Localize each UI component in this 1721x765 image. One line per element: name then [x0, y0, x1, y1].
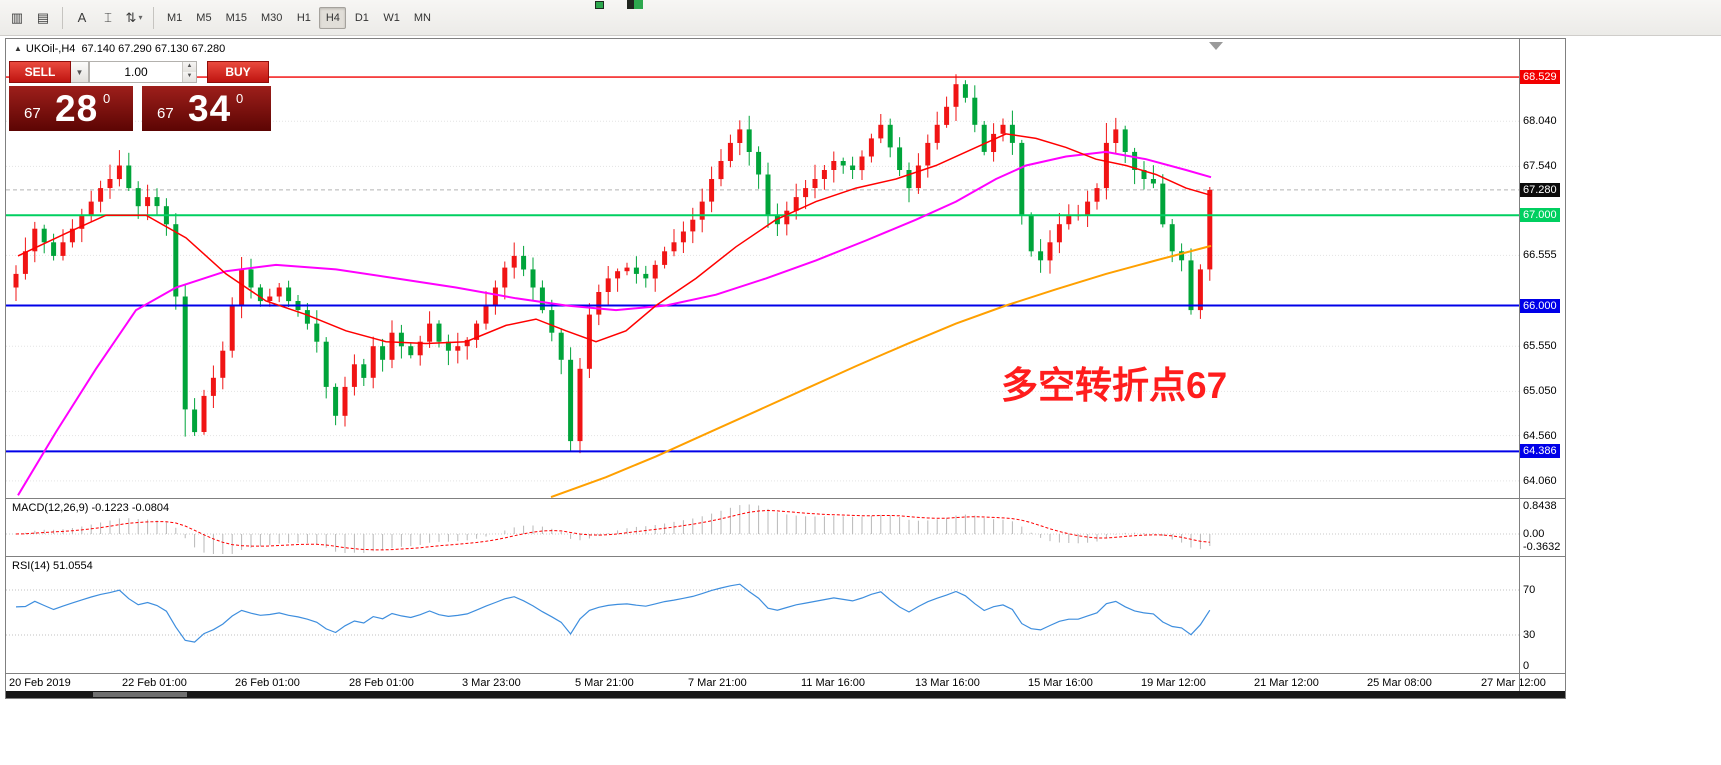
- collapse-one-click-icon[interactable]: ▲: [14, 44, 22, 53]
- timeframe-button-h1[interactable]: H1: [296, 11, 311, 24]
- cycle-lines-icon[interactable]: ⇅ ▾: [125, 9, 143, 25]
- macd-scale-zero: 0.00: [1523, 528, 1545, 540]
- candlestick-chart[interactable]: [6, 39, 1519, 498]
- timeframe-button-h4[interactable]: H4: [319, 6, 347, 29]
- spin-up-icon[interactable]: ▲: [183, 62, 196, 72]
- time-axis-label: 5 Mar 21:00: [575, 677, 634, 689]
- time-axis-label: 13 Mar 16:00: [915, 677, 980, 689]
- price-scale-label-64.386: 64.386: [1520, 444, 1560, 458]
- time-axis-label: 26 Feb 01:00: [235, 677, 300, 689]
- sell-quote-tile[interactable]: 67 28 0: [9, 86, 133, 131]
- time-axis-label: 27 Mar 12:00: [1481, 677, 1546, 689]
- text-label-icon[interactable]: ⌶: [104, 9, 112, 25]
- price-scale-separator: [1519, 39, 1520, 691]
- dropdown-caret-icon: ▾: [138, 13, 143, 22]
- buy-quote-tile[interactable]: 67 34 0: [142, 86, 271, 131]
- price-scale-label-66.555: 66.555: [1523, 249, 1557, 261]
- rsi-scale-0: 0: [1523, 660, 1530, 672]
- buy-button[interactable]: BUY: [207, 61, 269, 83]
- time-axis-label: 15 Mar 16:00: [1028, 677, 1093, 689]
- window-bottom-strip: [6, 691, 1565, 698]
- time-axis-label: 3 Mar 23:00: [462, 677, 521, 689]
- time-axis-label: 21 Mar 12:00: [1254, 677, 1319, 689]
- buy-price-sup: 0: [236, 91, 244, 106]
- time-axis-label: 25 Mar 08:00: [1367, 677, 1432, 689]
- time-axis-label: 28 Feb 01:00: [349, 677, 414, 689]
- text-tool-icon[interactable]: A: [77, 10, 87, 25]
- macd-scale[interactable]: 0.8438 0.00 -0.3632: [1520, 499, 1565, 556]
- volume-spinner: ▲ ▼: [182, 62, 196, 82]
- rsi-scale-70: 70: [1523, 584, 1536, 596]
- macd-panel: MACD(12,26,9) -0.1223 -0.0804: [6, 499, 1565, 556]
- one-click-trading-panel: SELL ▼ ▲ ▼ BUY 67 28 0 67: [9, 61, 273, 131]
- window-bottom-inset: [93, 692, 187, 697]
- chart-annotation-text: 多空转折点67: [1001, 365, 1228, 406]
- macd-chart[interactable]: [6, 499, 1519, 556]
- timeframes-toolbar: M1 M5 M15 M30 H1 H4 D1 W1 MN: [160, 6, 438, 29]
- time-axis-label: 20 Feb 2019: [9, 677, 71, 689]
- price-scale-label-67.000: 67.000: [1520, 208, 1560, 222]
- panel-separator: [6, 673, 1565, 674]
- time-axis-label: 11 Mar 16:00: [801, 677, 866, 689]
- price-chart-panel: ▲ UKOil-,H4 67.140 67.290 67.130 67.280 SE…: [6, 39, 1565, 498]
- price-scale-label-68.529: 68.529: [1520, 70, 1560, 84]
- rsi-legend: RSI(14) 51.0554: [12, 560, 93, 572]
- sell-price-prefix: 67: [24, 105, 41, 122]
- price-scale-label-64.060: 64.060: [1523, 475, 1557, 487]
- macd-scale-max: 0.8438: [1523, 500, 1557, 512]
- price-scale-label-65.550: 65.550: [1523, 340, 1557, 352]
- time-axis-label: 19 Mar 12:00: [1141, 677, 1206, 689]
- ohlc-values: 67.140 67.290 67.130 67.280: [81, 43, 226, 55]
- time-axis[interactable]: 20 Feb 2019 22 Feb 01:00 26 Feb 01:00 28 Fe…: [6, 674, 1565, 691]
- chart-window: ▲ UKOil-,H4 67.140 67.290 67.130 67.280 SE…: [5, 38, 1566, 699]
- price-scale-label-67.280: 67.280: [1520, 183, 1560, 197]
- chart-legend: ▲ UKOil-,H4 67.140 67.290 67.130 67.280: [14, 43, 225, 55]
- timeframe-button-m30[interactable]: M30: [260, 11, 283, 24]
- toolbar: ▥ ▤ A ⌶ ⇅ ▾ M1 M5 M15 M30 H1 H4 D1 W1 MN: [0, 0, 1721, 36]
- buy-price-big: 34: [188, 88, 232, 129]
- timeframe-button-mn[interactable]: MN: [413, 11, 431, 24]
- candlestick-chart-icon[interactable]: ▥: [10, 9, 24, 25]
- price-scale-label-66.000: 66.000: [1520, 299, 1560, 313]
- macd-legend: MACD(12,26,9) -0.1223 -0.0804: [12, 502, 170, 514]
- volume-input[interactable]: [90, 62, 182, 82]
- window-artifact-icon: [627, 0, 643, 9]
- sell-price-sup: 0: [103, 91, 111, 106]
- timeframe-button-m5[interactable]: M5: [196, 11, 212, 24]
- time-axis-label: 22 Feb 01:00: [122, 677, 187, 689]
- price-scale-label-67.540: 67.540: [1523, 160, 1557, 172]
- rsi-scale-30: 30: [1523, 629, 1536, 641]
- time-axis-label: 7 Mar 21:00: [688, 677, 747, 689]
- symbol-title: UKOil-,H4: [25, 43, 76, 55]
- volume-field: ▲ ▼: [89, 61, 197, 83]
- window-artifact-icon: [595, 1, 604, 9]
- panel-separator[interactable]: [6, 556, 1565, 557]
- sell-price-big: 28: [55, 88, 99, 129]
- timeframe-button-m15[interactable]: M15: [225, 11, 247, 24]
- macd-scale-min: -0.3632: [1523, 541, 1561, 553]
- spin-down-icon[interactable]: ▼: [183, 72, 196, 82]
- chart-tools-group: ▥ ▤: [4, 6, 56, 30]
- toolbar-separator: [153, 6, 154, 29]
- toolbar-separator: [62, 6, 63, 29]
- buy-price-prefix: 67: [157, 105, 174, 122]
- object-tools-group: A ⌶ ⇅ ▾: [69, 6, 147, 30]
- chart-template-icon[interactable]: ▤: [36, 9, 50, 25]
- volume-dropdown-icon[interactable]: ▼: [71, 61, 89, 83]
- price-scale-label-68.040: 68.040: [1523, 115, 1557, 127]
- price-scale-label-65.050: 65.050: [1523, 385, 1557, 397]
- rsi-scale[interactable]: 70 30 0: [1520, 557, 1565, 673]
- sell-button[interactable]: SELL: [9, 61, 71, 83]
- rsi-chart[interactable]: [6, 557, 1519, 673]
- panel-separator[interactable]: [6, 498, 1565, 499]
- price-scale[interactable]: 68.529 68.040 67.540 67.280 67.000 66.555 66.0…: [1520, 39, 1565, 498]
- timeframe-button-m1[interactable]: M1: [167, 11, 183, 24]
- rsi-panel: RSI(14) 51.0554: [6, 557, 1565, 673]
- timeframe-button-d1[interactable]: D1: [354, 11, 369, 24]
- price-scale-label-64.560: 64.560: [1523, 430, 1557, 442]
- timeframe-button-w1[interactable]: W1: [383, 11, 400, 24]
